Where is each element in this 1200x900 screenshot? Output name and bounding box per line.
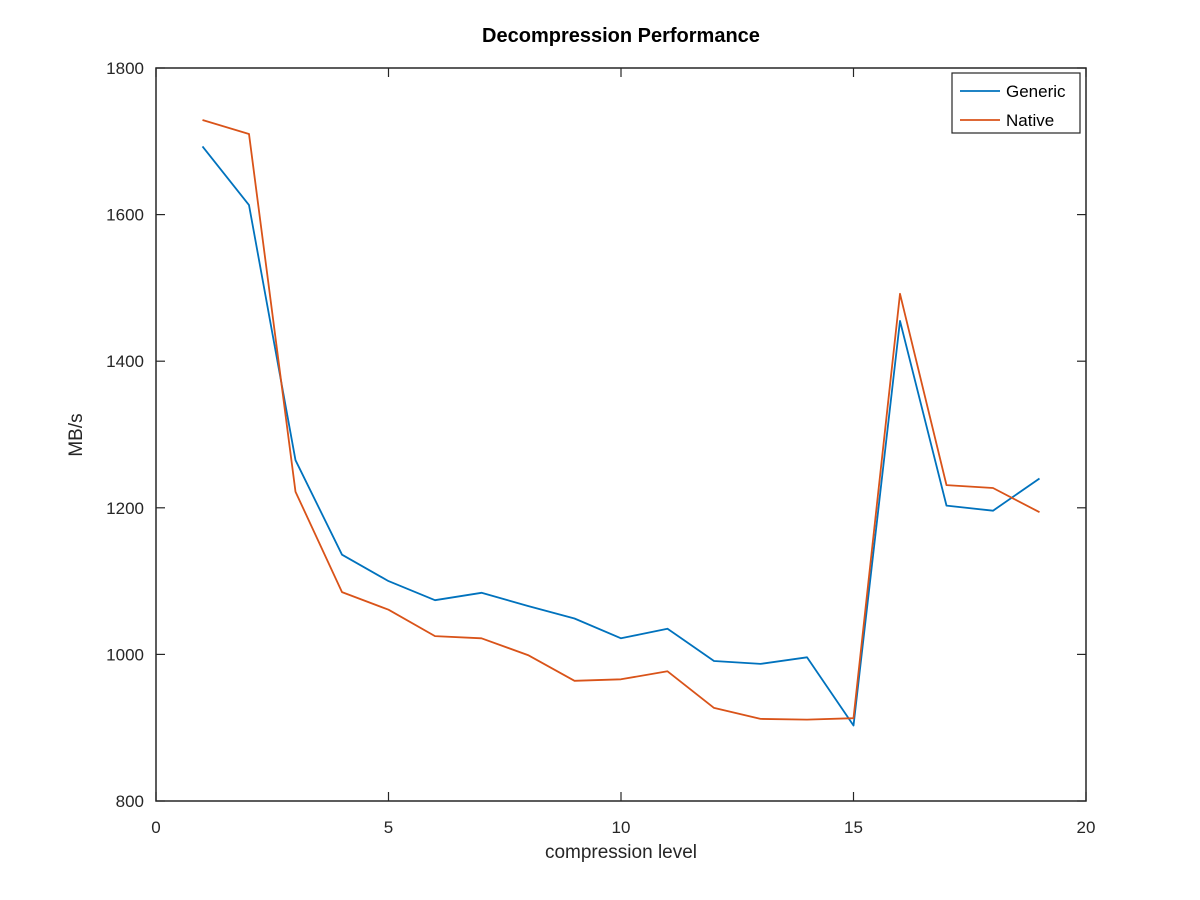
y-tick-label: 1800 bbox=[106, 59, 144, 78]
legend: Generic Native bbox=[951, 72, 1081, 134]
axes-box bbox=[155, 67, 1087, 802]
y-tick-label: 1200 bbox=[106, 499, 144, 518]
y-tick-label: 1000 bbox=[106, 645, 144, 664]
chart-title: Decompression Performance bbox=[482, 25, 760, 47]
y-tick-label: 800 bbox=[116, 792, 144, 811]
legend-label-native: Native bbox=[1006, 111, 1054, 130]
y-axis-label: MB/s bbox=[66, 413, 87, 456]
series-line-native bbox=[202, 119, 1040, 721]
series-line-generic bbox=[201, 145, 1041, 727]
y-tick-label: 1600 bbox=[106, 206, 144, 225]
x-tick-label: 20 bbox=[1077, 818, 1096, 837]
x-axis-label: compression level bbox=[545, 842, 697, 863]
x-tick-label: 15 bbox=[844, 818, 863, 837]
x-tick-label: 0 bbox=[151, 818, 160, 837]
x-tick-label: 10 bbox=[612, 818, 631, 837]
x-tick-label: 5 bbox=[384, 818, 393, 837]
y-tick-label: 1400 bbox=[106, 352, 144, 371]
legend-box bbox=[951, 72, 1081, 134]
plot-area: 0 5 10 15 20 800 1000 1200 1400 1600 1800 Generic Na… bbox=[106, 59, 1095, 837]
legend-label-generic: Generic bbox=[1006, 82, 1066, 101]
